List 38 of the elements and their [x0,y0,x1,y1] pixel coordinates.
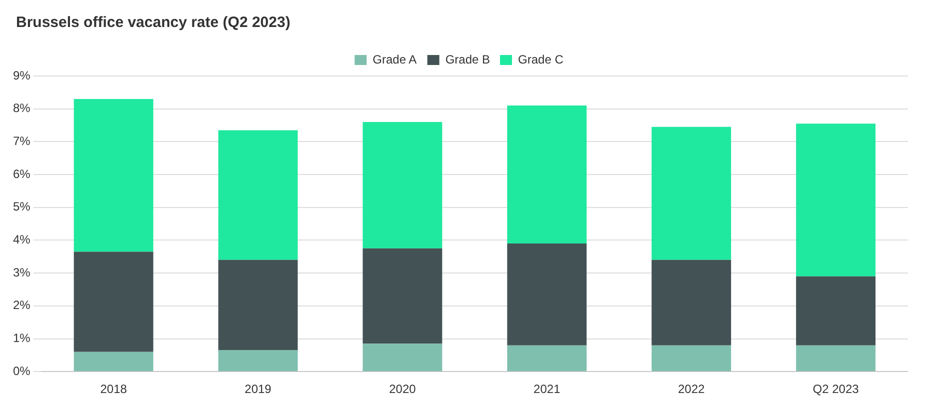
y-tick-label: 3% [13,265,31,280]
y-tick-label: 5% [13,200,31,214]
legend-label: Grade B [445,52,490,66]
x-tick-label: 2021 [534,382,561,396]
x-tick-label: 2022 [678,382,706,396]
bar [362,344,442,372]
bar [796,345,876,372]
bar [362,248,442,344]
bar [218,350,298,372]
y-tick-label: 8% [13,101,31,116]
x-tick-label: Q2 2023 [812,382,860,396]
bar [796,276,876,346]
bar [362,122,442,248]
bar [652,126,732,260]
legend-label: Grade C [518,52,564,66]
y-tick-label: 6% [13,166,31,181]
y-tick-label: 9% [13,68,31,82]
x-tick-label: 2020 [389,382,416,396]
bar [507,345,587,372]
y-tick-label: 4% [13,232,31,247]
bar [74,252,154,352]
x-tick-label: 2018 [100,382,128,396]
y-tick-label: 1% [13,331,31,346]
bar [507,106,587,244]
bar [507,244,587,346]
bar [796,124,876,276]
bar [652,345,732,372]
y-tick-label: 2% [13,298,31,312]
bar [652,260,732,346]
y-tick-label: 0% [13,364,31,378]
legend-label: Grade A [372,52,417,66]
bar [218,260,298,350]
bar [74,352,154,372]
x-tick-label: 2019 [244,382,272,396]
bar [218,130,298,260]
chart-title: Brussels office vacancy rate (Q2 2023) [16,14,290,31]
y-tick-label: 7% [13,134,31,148]
bar [74,98,154,252]
